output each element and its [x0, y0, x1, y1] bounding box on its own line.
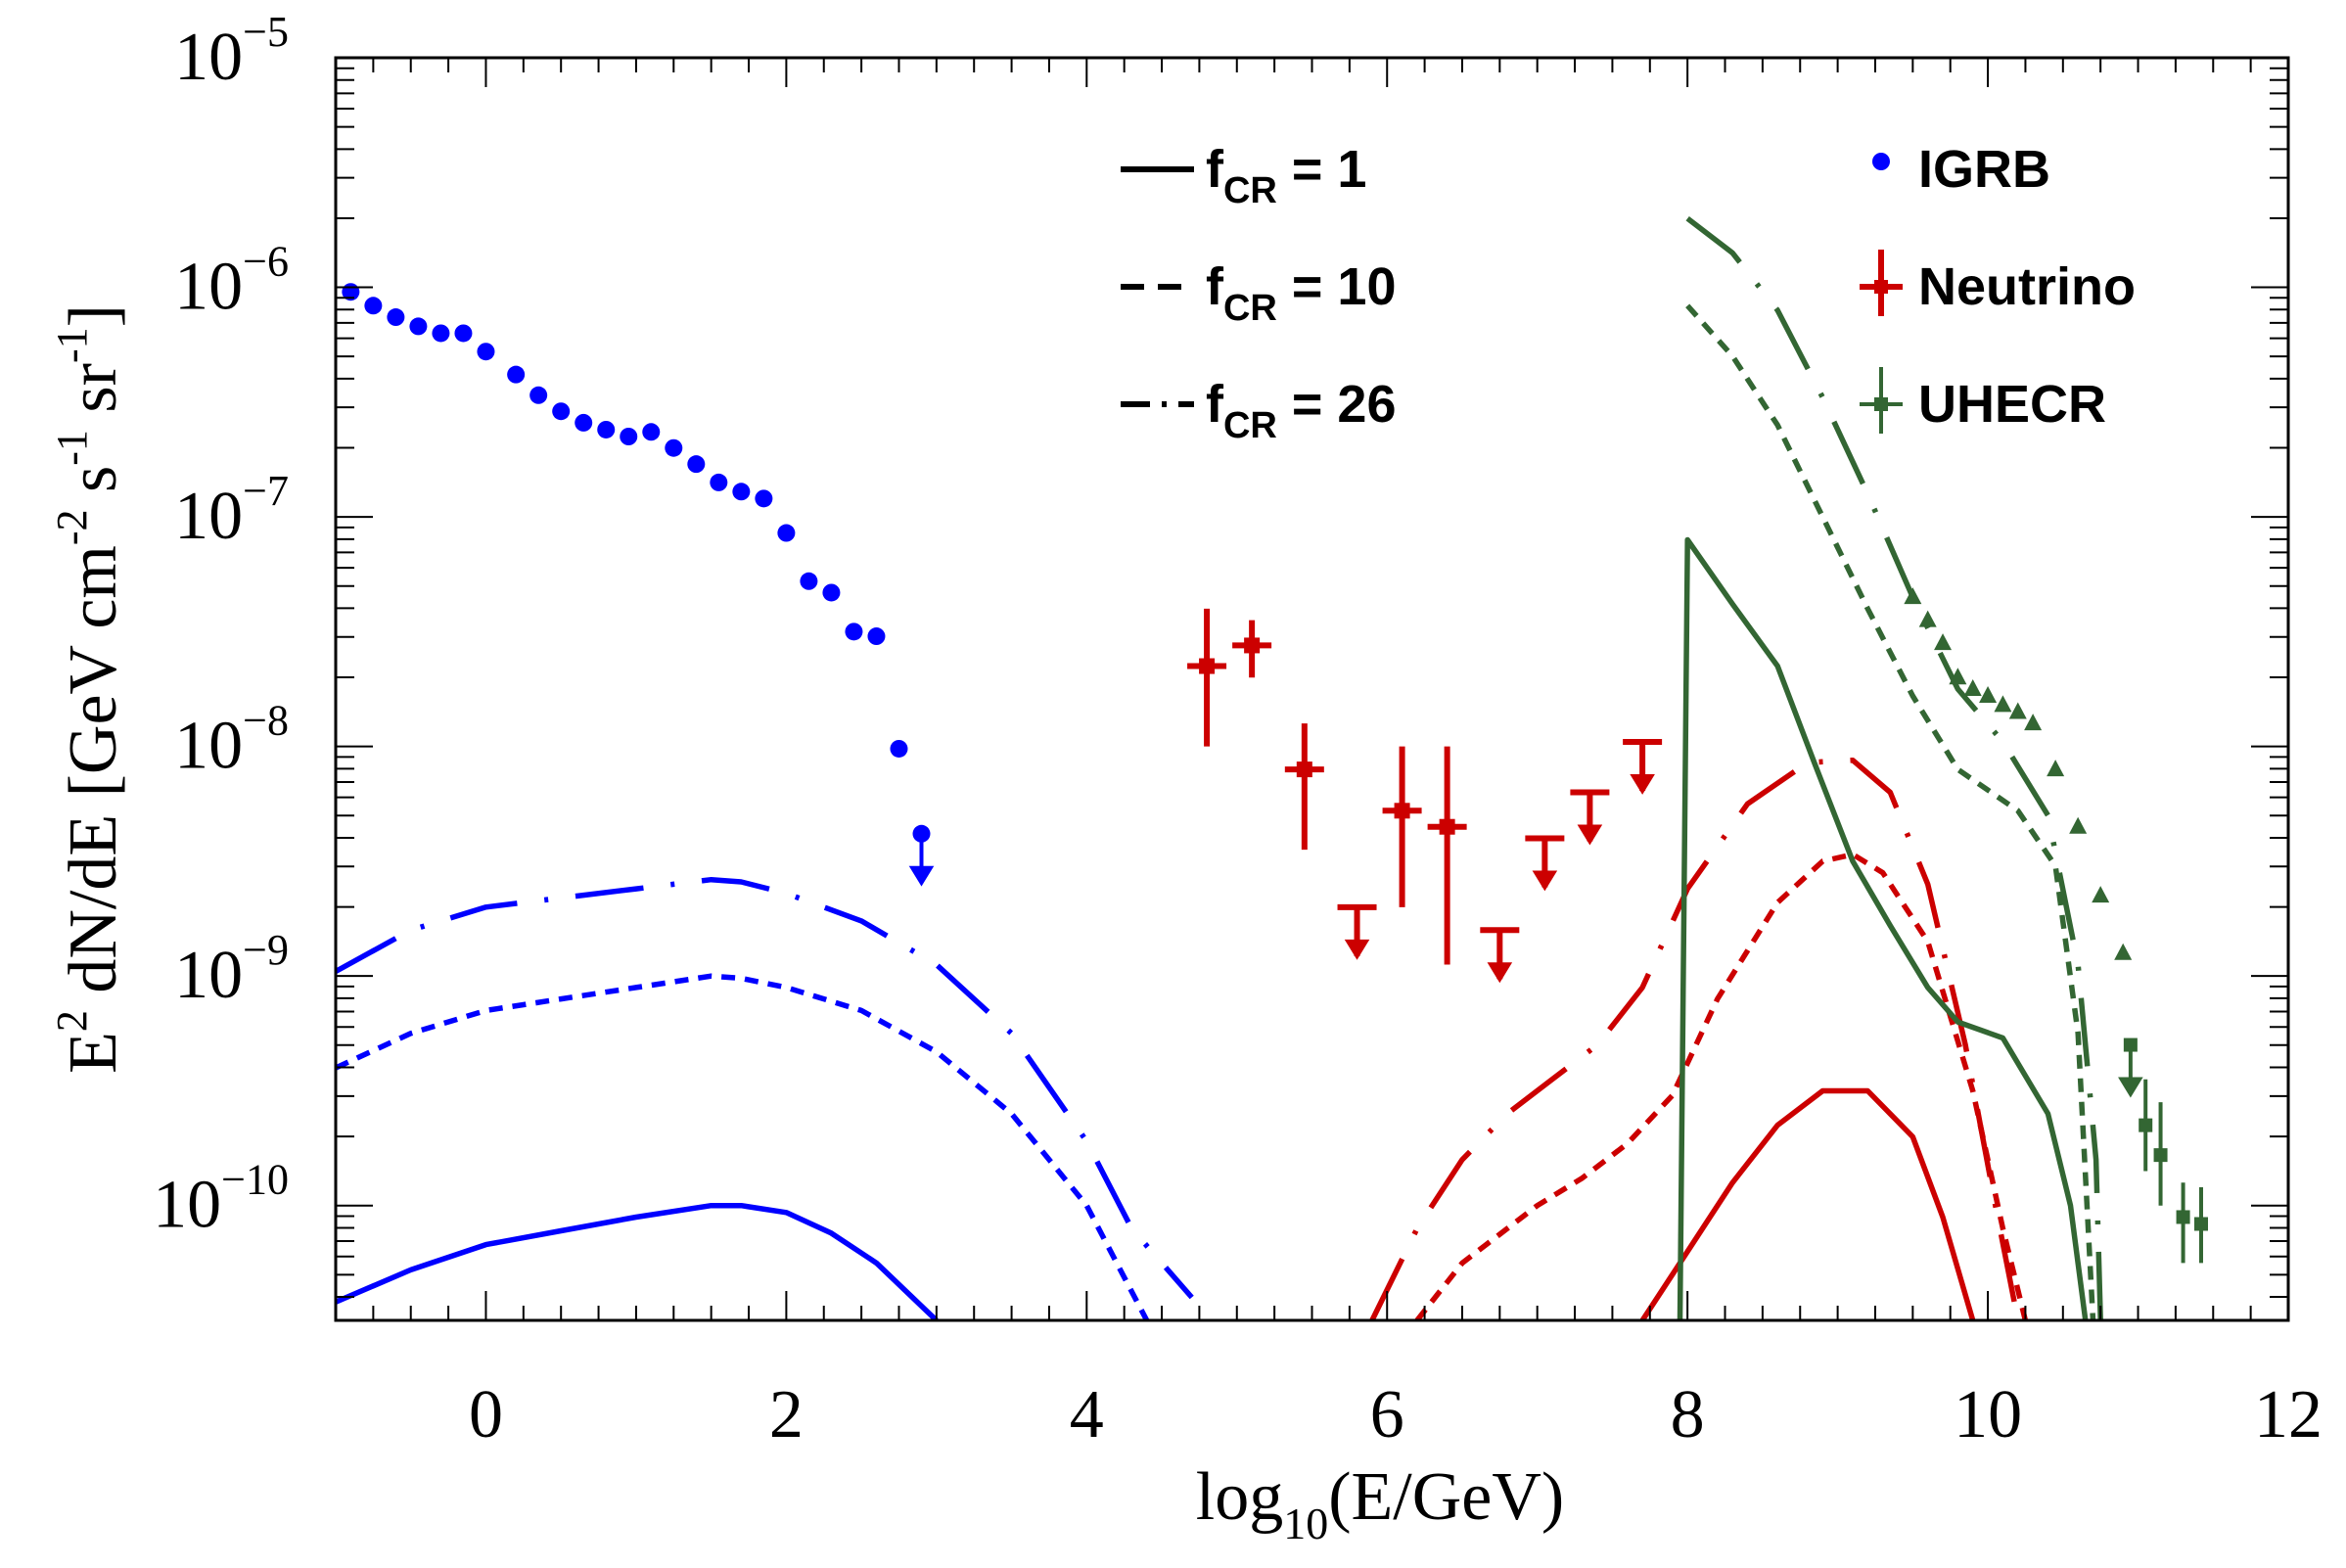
legend-label: fCR = 1	[1206, 140, 1366, 211]
igrb-point	[620, 428, 638, 445]
y-axis-label: E2 dN/dE [GeV cm-2 s-1 sr-1]	[48, 304, 131, 1074]
uhecr-point	[2024, 714, 2043, 731]
uhecr-point	[2092, 886, 2110, 903]
y-tick-label: 10−5	[174, 8, 289, 95]
x-tick-label: 12	[2254, 1377, 2323, 1453]
igrb-point	[477, 343, 495, 361]
y-tick-label: 10−10	[153, 1156, 289, 1243]
igrb-limit-arrow-head	[908, 865, 935, 887]
legend-label: IGRB	[1918, 140, 2050, 199]
uhecr-point	[1963, 679, 1982, 696]
igrb-point	[597, 420, 616, 438]
uhecr-marker	[2139, 1118, 2153, 1132]
legend-marker-point	[1874, 280, 1888, 294]
uhecr-point	[2008, 702, 2027, 719]
igrb-point	[710, 473, 728, 491]
y-tick-label: 10−7	[174, 467, 289, 554]
igrb-point	[845, 623, 863, 641]
model-curves	[336, 216, 2103, 1320]
igrb-point	[867, 627, 886, 646]
neutrino-point	[1394, 803, 1410, 819]
uhecr-point	[2114, 943, 2133, 960]
y-tick-label: 10−9	[174, 926, 289, 1013]
data-points	[342, 283, 2208, 1264]
series-curve	[1685, 303, 2096, 1320]
igrb-point	[454, 324, 473, 343]
igrb-point	[890, 739, 908, 758]
neutrino-point	[1439, 818, 1455, 835]
neutrino-point	[1244, 637, 1261, 654]
neutrino-point	[1199, 658, 1216, 674]
legend-label: UHECR	[1918, 375, 2106, 434]
series-curve	[336, 876, 1194, 1300]
line-style-legend: fCR = 1 fCR = 10 fCR = 26	[1121, 140, 1396, 446]
uhecr-point	[1934, 633, 1953, 651]
igrb-point	[387, 308, 405, 327]
series-curve	[336, 1202, 939, 1320]
legend-label: Neutrino	[1918, 257, 2136, 316]
x-tick-label: 6	[1370, 1377, 1404, 1453]
igrb-point	[822, 583, 841, 602]
data-legend: IGRB Neutrino UHECR	[1860, 140, 2136, 434]
neutrino-limit-arrow-head	[1577, 824, 1603, 846]
x-tick-label: 0	[469, 1377, 503, 1453]
igrb-point	[507, 365, 526, 384]
x-tick-label: 10	[1954, 1377, 2022, 1453]
igrb-point	[687, 455, 706, 474]
uhecr-marker	[2176, 1210, 2190, 1224]
series-curve	[1677, 536, 2089, 1320]
y-tick-label: 10−8	[174, 697, 289, 784]
igrb-point	[364, 297, 383, 315]
series-curve	[1639, 1087, 1976, 1320]
neutrino-limit-arrow-head	[1630, 773, 1655, 795]
x-tick-label: 8	[1671, 1377, 1705, 1453]
x-tick-label: 2	[769, 1377, 804, 1453]
uhecr-limit-arrow-head	[2118, 1077, 2143, 1098]
neutrino-point	[1296, 761, 1312, 778]
neutrino-limit-arrow-head	[1487, 962, 1513, 984]
igrb-point	[432, 324, 450, 343]
uhecr-point	[1994, 695, 2012, 713]
igrb-point	[755, 489, 773, 508]
igrb-point	[552, 402, 571, 421]
igrb-point	[732, 483, 751, 501]
plot-frame	[334, 56, 2290, 1322]
neutrino-limit-arrow-head	[1532, 870, 1558, 892]
legend-marker	[1872, 153, 1890, 170]
uhecr-point	[2069, 816, 2088, 834]
x-tick-label: 4	[1070, 1377, 1104, 1453]
igrb-point	[777, 524, 796, 542]
igrb-point	[642, 423, 661, 441]
uhecr-marker	[2153, 1148, 2168, 1163]
neutrino-limit-arrow-head	[1344, 939, 1370, 960]
legend-label: fCR = 10	[1206, 257, 1396, 329]
legend-label: fCR = 26	[1206, 375, 1396, 446]
igrb-point	[575, 413, 593, 432]
igrb-point	[529, 386, 548, 404]
uhecr-point	[2047, 760, 2065, 777]
y-tick-label: 10−6	[174, 238, 289, 325]
igrb-point	[409, 317, 428, 336]
igrb-point	[665, 438, 683, 457]
uhecr-marker	[2193, 1217, 2208, 1231]
uhecr-point	[1904, 587, 1922, 605]
x-axis-label: log10(E/GeV)	[1196, 1459, 1564, 1548]
igrb-point	[800, 572, 818, 590]
legend-marker-point	[1874, 397, 1888, 411]
uhecr-point	[1918, 610, 1937, 627]
uhecr-point	[1949, 668, 1967, 685]
uhecr-point	[1979, 686, 1998, 704]
tick-labels: 0 2 4 6 8 10 12 10−10 10−9 10−8 10−7 10−6 10−5	[153, 8, 2323, 1453]
